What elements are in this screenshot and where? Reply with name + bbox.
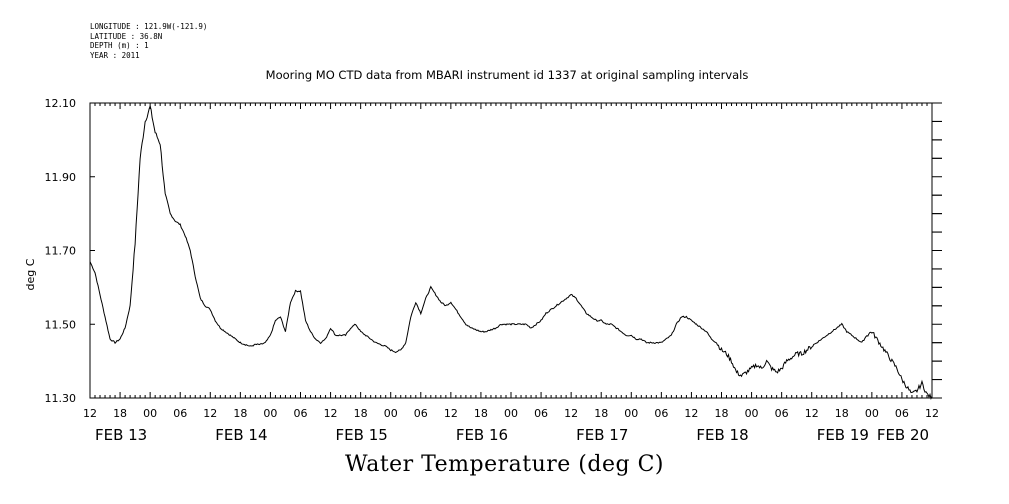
depth-text: DEPTH (m) : 1: [90, 41, 149, 51]
x-tick-label: 18: [354, 407, 368, 420]
x-day-label: FEB 20: [877, 426, 929, 444]
x-day-label: FEB 18: [696, 426, 748, 444]
x-tick-label: 00: [504, 407, 518, 420]
y-axis-label: deg C: [24, 258, 37, 290]
x-tick-label: 06: [414, 407, 428, 420]
temperature-series-line: [89, 104, 933, 400]
y-tick-label: 12.10: [45, 97, 77, 110]
x-day-label: FEB 19: [817, 426, 869, 444]
y-tick-label: 11.50: [45, 318, 77, 331]
x-tick-label: 12: [203, 407, 217, 420]
year-text: YEAR : 2011: [90, 50, 140, 60]
x-tick-label: 18: [594, 407, 608, 420]
x-tick-label: 00: [384, 407, 398, 420]
x-tick-label: 18: [113, 407, 127, 420]
x-day-label: FEB 14: [215, 426, 267, 444]
x-tick-label: 18: [474, 407, 488, 420]
x-tick-label: 12: [444, 407, 458, 420]
x-tick-label: 18: [233, 407, 247, 420]
x-tick-label: 18: [715, 407, 729, 420]
x-tick-label: 12: [684, 407, 698, 420]
longitude-text: LONGITUDE : 121.9W(-121.9): [90, 22, 208, 31]
y-tick-label: 11.30: [45, 392, 77, 405]
x-day-label: FEB 13: [95, 426, 147, 444]
x-tick-label: 12: [324, 407, 338, 420]
y-tick-label: 11.70: [45, 245, 77, 258]
latitude-text: LATITUDE : 36.8N: [90, 31, 163, 41]
x-tick-label: 06: [173, 407, 187, 420]
x-day-label: FEB 15: [336, 426, 388, 444]
x-tick-label: 12: [83, 407, 97, 420]
chart-title: Mooring MO CTD data from MBARI instrumen…: [265, 68, 749, 82]
x-tick-label: 00: [865, 407, 879, 420]
y-tick-label: 11.90: [45, 171, 77, 184]
x-tick-label: 12: [925, 407, 939, 420]
x-tick-label: 06: [654, 407, 668, 420]
x-tick-label: 00: [263, 407, 277, 420]
metadata-block: LONGITUDE : 121.9W(-121.9) LATITUDE : 36…: [90, 22, 207, 60]
x-tick-label: 06: [534, 407, 548, 420]
x-tick-label: 06: [294, 407, 308, 420]
x-tick-label: 00: [624, 407, 638, 420]
x-day-label: FEB 16: [456, 426, 508, 444]
x-day-label: FEB 17: [576, 426, 628, 444]
x-axis-label: Water Temperature (deg C): [345, 452, 664, 477]
x-tick-label: 00: [143, 407, 157, 420]
x-tick-label: 12: [564, 407, 578, 420]
x-tick-label: 06: [895, 407, 909, 420]
x-tick-label: 18: [835, 407, 849, 420]
x-tick-label: 00: [745, 407, 759, 420]
x-tick-label: 12: [805, 407, 819, 420]
x-tick-label: 06: [775, 407, 789, 420]
